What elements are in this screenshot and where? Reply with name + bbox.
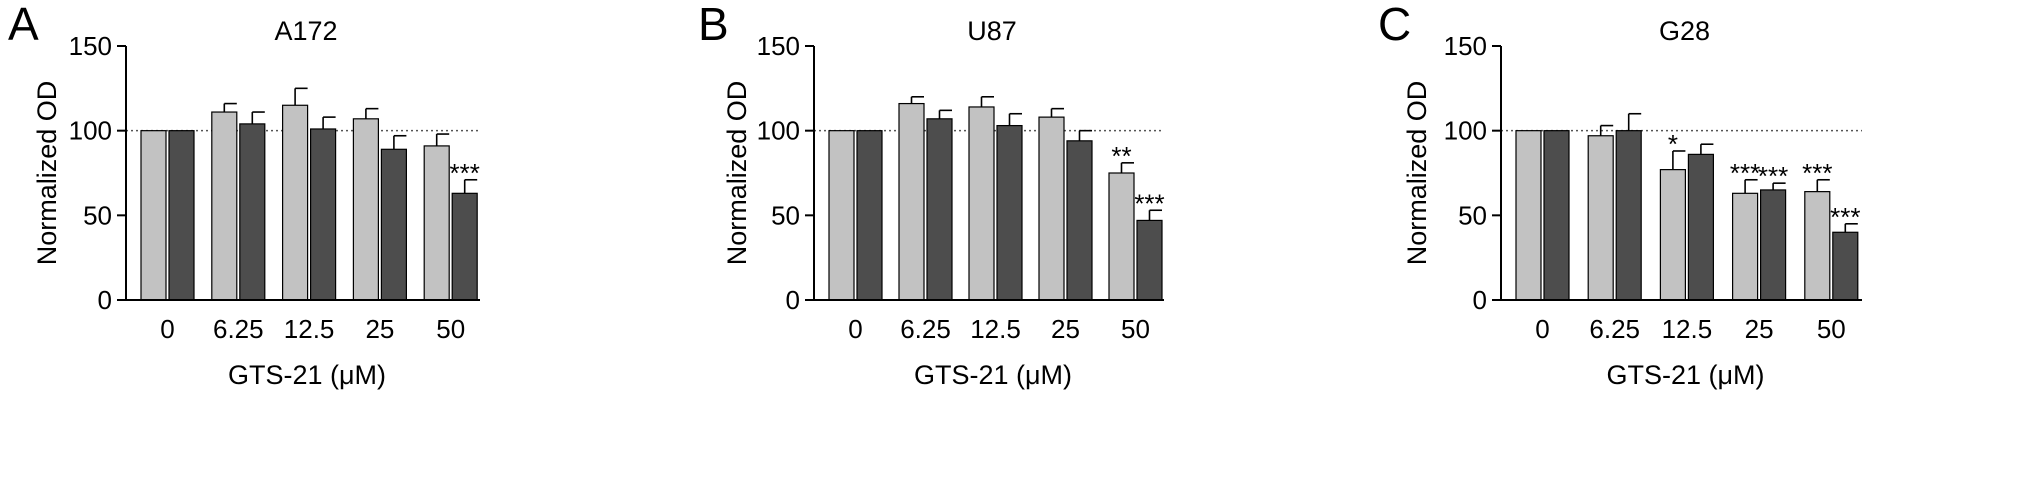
y-tick-label: 50 bbox=[771, 200, 800, 230]
bar-series1-6.25 bbox=[211, 111, 238, 301]
bar-series2-50 bbox=[1136, 219, 1163, 301]
panel-letter: C bbox=[1378, 0, 1411, 50]
bar-series1-50 bbox=[1804, 191, 1831, 301]
x-tick-label: 50 bbox=[1817, 314, 1846, 344]
x-tick-label: 6.25 bbox=[900, 314, 951, 344]
bar-series2-25 bbox=[380, 148, 407, 301]
bar-series2-50 bbox=[451, 192, 478, 301]
y-tick-label: 0 bbox=[1473, 285, 1487, 315]
significance-marker: ** bbox=[1111, 141, 1131, 171]
bar-series2-12.5 bbox=[310, 128, 337, 301]
bar-series2-0 bbox=[168, 130, 195, 301]
significance-marker: *** bbox=[1730, 158, 1760, 188]
bar-series1-25 bbox=[352, 118, 379, 301]
chart-title: U87 bbox=[967, 16, 1017, 46]
x-tick-label: 50 bbox=[1121, 314, 1150, 344]
bar-series1-12.5 bbox=[1659, 169, 1686, 301]
significance-marker: *** bbox=[450, 158, 480, 188]
bar-series1-25 bbox=[1732, 192, 1759, 301]
y-tick-label: 100 bbox=[1444, 116, 1487, 146]
y-axis-label: Normalized OD bbox=[722, 81, 752, 266]
significance-marker: *** bbox=[1758, 161, 1788, 191]
bar-series1-12.5 bbox=[968, 106, 995, 301]
bar-series1-0 bbox=[140, 130, 167, 301]
y-tick-label: 150 bbox=[757, 31, 800, 61]
bar-series2-6.25 bbox=[926, 118, 953, 301]
x-tick-label: 12.5 bbox=[284, 314, 335, 344]
significance-marker: *** bbox=[1830, 202, 1860, 232]
chart-title: A172 bbox=[274, 16, 337, 46]
y-tick-label: 50 bbox=[83, 200, 112, 230]
y-axis-label: Normalized OD bbox=[1402, 81, 1432, 266]
x-axis-label: GTS-21 (μM) bbox=[914, 360, 1072, 390]
bar-series2-6.25 bbox=[1615, 130, 1642, 301]
x-tick-label: 25 bbox=[1051, 314, 1080, 344]
bar-series1-6.25 bbox=[1587, 135, 1614, 301]
bar-series1-50 bbox=[1108, 172, 1135, 301]
bar-series2-12.5 bbox=[996, 124, 1023, 301]
bar-series2-6.25 bbox=[239, 123, 266, 301]
bar-series2-25 bbox=[1066, 140, 1093, 301]
y-axis-label: Normalized OD bbox=[32, 81, 62, 266]
y-tick-label: 50 bbox=[1458, 200, 1487, 230]
y-tick-label: 150 bbox=[69, 31, 112, 61]
bar-series2-0 bbox=[856, 130, 883, 301]
y-tick-label: 150 bbox=[1444, 31, 1487, 61]
bar-series1-25 bbox=[1038, 116, 1065, 301]
x-tick-label: 50 bbox=[436, 314, 465, 344]
panel-letter: B bbox=[698, 0, 729, 50]
y-tick-label: 0 bbox=[786, 285, 800, 315]
y-tick-label: 0 bbox=[98, 285, 112, 315]
bar-series2-0 bbox=[1543, 130, 1570, 301]
x-tick-label: 0 bbox=[848, 314, 862, 344]
bar-series1-12.5 bbox=[282, 104, 309, 301]
x-tick-label: 6.25 bbox=[1589, 314, 1640, 344]
significance-marker: *** bbox=[1802, 158, 1832, 188]
x-tick-label: 6.25 bbox=[213, 314, 264, 344]
x-tick-label: 0 bbox=[160, 314, 174, 344]
bar-series2-50 bbox=[1832, 231, 1859, 301]
x-tick-label: 25 bbox=[365, 314, 394, 344]
x-axis-label: GTS-21 (μM) bbox=[1606, 360, 1764, 390]
chart-title: G28 bbox=[1659, 16, 1710, 46]
y-tick-label: 100 bbox=[757, 116, 800, 146]
x-tick-label: 0 bbox=[1535, 314, 1549, 344]
y-tick-label: 100 bbox=[69, 116, 112, 146]
x-tick-label: 12.5 bbox=[1662, 314, 1713, 344]
chart-panel-a: A A172 Normalized OD 0 6.25 12.5 25 *** 50 0 50 100… bbox=[8, 0, 480, 390]
bar-series1-0 bbox=[1515, 130, 1542, 301]
chart-panel-b: B U87 Normalized OD 0 6.25 12.5 25 ***** 50 0 50 10… bbox=[698, 0, 1165, 390]
x-tick-label: 12.5 bbox=[970, 314, 1021, 344]
bar-series1-50 bbox=[423, 145, 450, 301]
panel-letter: A bbox=[8, 0, 39, 50]
x-tick-label: 25 bbox=[1745, 314, 1774, 344]
significance-marker: * bbox=[1668, 129, 1678, 159]
bar-series2-25 bbox=[1760, 189, 1787, 301]
bar-series1-6.25 bbox=[898, 102, 925, 301]
bar-series2-12.5 bbox=[1687, 153, 1714, 301]
significance-marker: *** bbox=[1134, 188, 1164, 218]
x-axis-label: GTS-21 (μM) bbox=[228, 360, 386, 390]
bar-series1-0 bbox=[828, 130, 855, 301]
